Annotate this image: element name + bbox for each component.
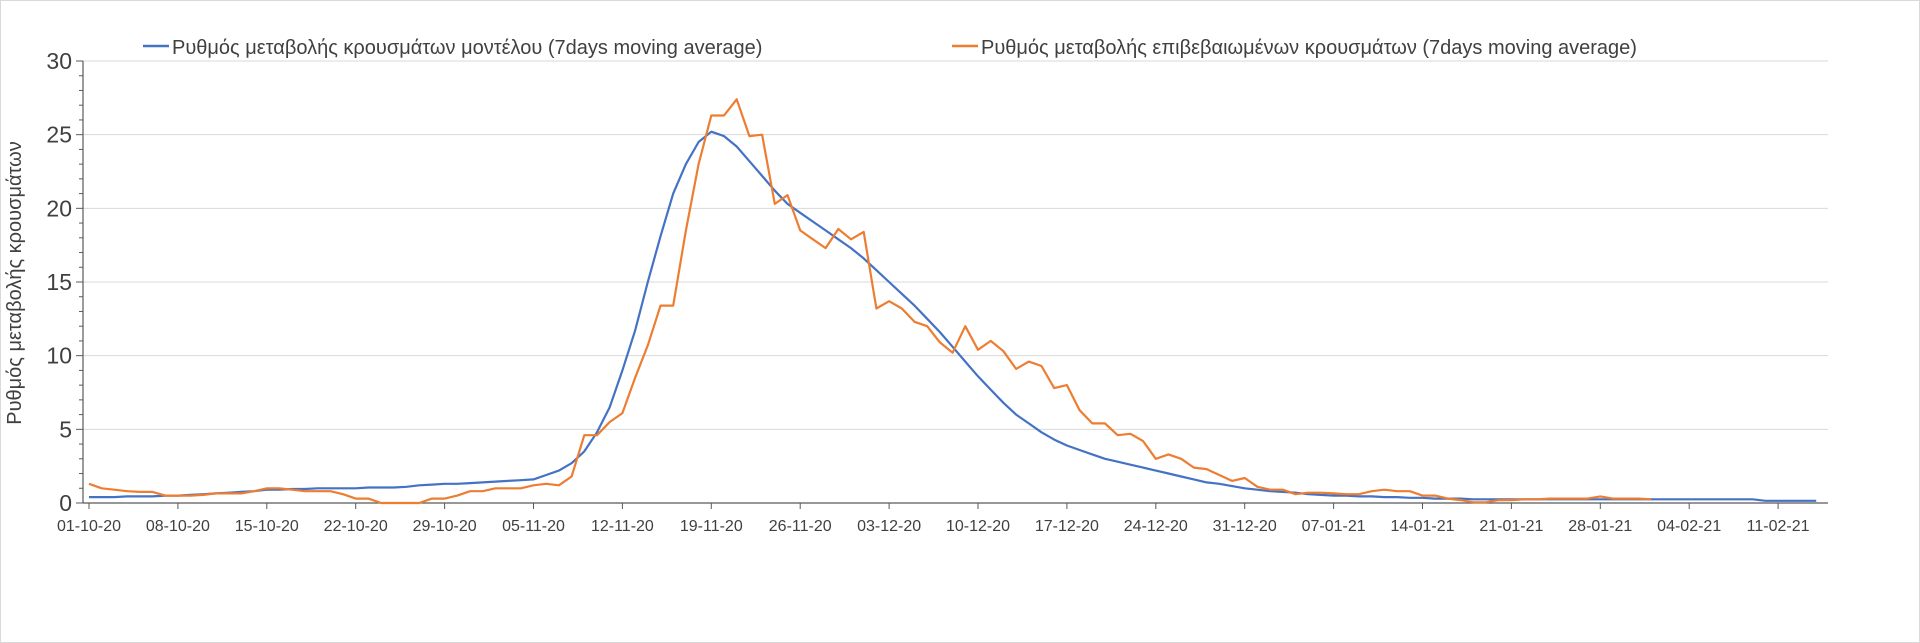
y-tick-label: 0	[59, 490, 72, 516]
x-tick-label: 28-01-21	[1568, 518, 1632, 535]
axes: 0 5 10 15 20 25 30 01-10-20 08-10-20 15-10-20 22-1…	[46, 48, 1828, 535]
x-tick-label: 17-12-20	[1035, 518, 1099, 535]
y-tick-label: 30	[46, 48, 72, 74]
x-tick-label: 01-10-20	[57, 518, 121, 535]
series-line-confirmed	[88, 98, 1652, 505]
x-tick-label: 24-12-20	[1124, 518, 1188, 535]
legend-label-confirmed: Ρυθμός μεταβολής επιβεβαιωμένων κρουσμάτ…	[981, 37, 1637, 59]
x-tick-label: 12-11-20	[591, 518, 654, 535]
x-tick-label: 29-10-20	[413, 518, 477, 535]
x-tick-label: 31-12-20	[1213, 518, 1277, 535]
x-tick-label: 08-10-20	[146, 518, 210, 535]
y-tick-label: 20	[46, 195, 72, 221]
x-tick-label: 26-11-20	[769, 518, 832, 535]
x-tick-label: 03-12-20	[857, 518, 921, 535]
x-tick-label: 21-01-21	[1479, 518, 1543, 535]
gridlines	[83, 60, 1828, 430]
series-line-model	[89, 130, 1817, 502]
x-tick-label: 07-01-21	[1302, 518, 1366, 535]
legend: Ρυθμός μεταβολής κρουσμάτων μοντέλου (7d…	[143, 37, 1637, 59]
x-tick-label: 11-02-21	[1747, 518, 1810, 535]
y-tick-label: 25	[46, 122, 72, 148]
x-tick-label: 19-11-20	[680, 518, 743, 535]
series-lines	[88, 98, 1817, 505]
x-tick-label: 15-10-20	[235, 518, 299, 535]
y-tick-label: 5	[59, 416, 72, 442]
x-tick-label: 10-12-20	[946, 518, 1010, 535]
x-tick-label: 22-10-20	[324, 518, 388, 535]
x-tick-label: 14-01-21	[1390, 518, 1454, 535]
y-tick-label: 10	[46, 343, 72, 369]
y-axis-label: Ρυθμός μεταβολής κρουσμάτων	[4, 141, 26, 425]
x-tick-label: 05-11-20	[502, 518, 565, 535]
x-tick-label: 04-02-21	[1657, 518, 1721, 535]
legend-label-model: Ρυθμός μεταβολής κρουσμάτων μοντέλου (7d…	[172, 37, 762, 59]
y-tick-label: 15	[46, 269, 72, 295]
